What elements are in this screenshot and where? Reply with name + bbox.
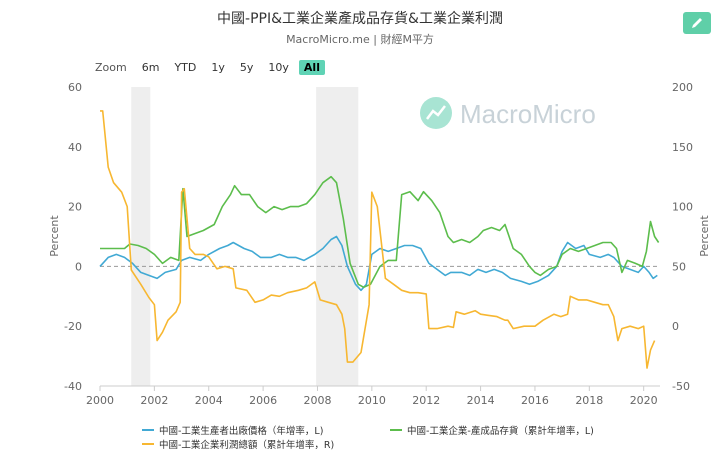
series-line-profit <box>100 110 656 369</box>
y-left-tick-label: 20 <box>68 201 82 214</box>
zoom-bar: Zoom 6m YTD 1y 5y 10y All <box>95 58 330 76</box>
zoom-all-button[interactable]: All <box>298 59 325 75</box>
legend-swatch-profit <box>142 443 154 445</box>
legend-item-profit[interactable]: 中國-工業企業利潤總額（累計年增率，R) <box>142 437 334 451</box>
zoom-ytd-button[interactable]: YTD <box>174 60 197 74</box>
y-right-axis-label: Percent <box>698 215 711 257</box>
y-right-tick-label: 0 <box>672 320 679 333</box>
x-tick-label: 2004 <box>195 394 223 407</box>
x-tick-label: 2014 <box>467 394 495 407</box>
y-right-tick-label: 200 <box>672 81 693 94</box>
legend-item-ppi[interactable]: 中國-工業生產者出廠價格（年增率，L) <box>142 423 323 437</box>
zoom-10y-button[interactable]: 10y <box>268 60 289 74</box>
x-tick-label: 2002 <box>140 394 168 407</box>
chart-subtitle: MacroMicro.me | 財經M平方 <box>286 33 434 46</box>
legend-swatch-inventory <box>390 429 402 431</box>
y-left-tick-label: -20 <box>64 320 82 333</box>
y-right-tick-label: 100 <box>672 201 693 214</box>
zoom-1y-button[interactable]: 1y <box>211 60 225 74</box>
y-left-tick-label: 0 <box>75 260 82 273</box>
y-right-tick-label: -50 <box>672 380 690 393</box>
x-tick-label: 2000 <box>86 394 114 407</box>
watermark-text: MacroMicro <box>460 99 596 129</box>
chart-title: 中國-PPI&工業企業產成品存貨&工業企業利潤 <box>217 11 503 27</box>
zoom-6m-button[interactable]: 6m <box>141 60 160 74</box>
x-tick-label: 2010 <box>358 394 386 407</box>
legend-swatch-ppi <box>142 429 154 431</box>
series-line-ppi <box>99 235 658 292</box>
edit-button[interactable] <box>683 12 711 34</box>
legend-label-profit: 中國-工業企業利潤總額（累計年增率，R) <box>159 440 335 451</box>
y-left-tick-label: -40 <box>64 380 82 393</box>
legend-label-inventory: 中國-工業企業-產成品存貨（累計年增率，L) <box>407 426 594 437</box>
x-tick-label: 2020 <box>630 394 658 407</box>
watermark: MacroMicro <box>420 97 596 129</box>
x-tick-label: 2006 <box>249 394 277 407</box>
y-left-tick-label: 40 <box>68 141 82 154</box>
y-right-tick-label: 150 <box>672 141 693 154</box>
zoom-5y-button[interactable]: 5y <box>239 60 254 74</box>
x-tick-label: 2008 <box>303 394 331 407</box>
y-right-tick-label: 50 <box>672 260 686 273</box>
x-tick-label: 2012 <box>412 394 440 407</box>
x-tick-label: 2018 <box>575 394 603 407</box>
legend-item-inventory[interactable]: 中國-工業企業-產成品存貨（累計年增率，L) <box>390 423 594 437</box>
legend-label-ppi: 中國-工業生產者出廠價格（年增率，L) <box>159 426 324 437</box>
zoom-label: Zoom <box>95 60 127 74</box>
recession-band <box>131 87 151 386</box>
series-line-inventory <box>100 175 660 289</box>
x-tick-label: 2016 <box>521 394 549 407</box>
y-left-axis-label: Percent <box>48 215 61 257</box>
pencil-icon <box>692 18 702 28</box>
y-left-tick-label: 60 <box>68 81 82 94</box>
